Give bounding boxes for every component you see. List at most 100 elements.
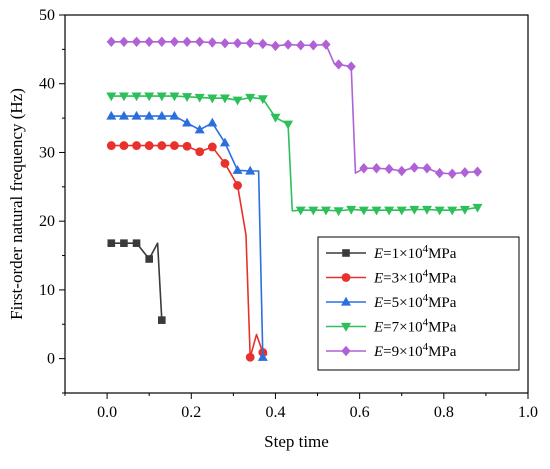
legend-label: E=7×104MPa	[373, 317, 457, 336]
series-line	[111, 242, 163, 321]
data-point	[447, 168, 457, 179]
data-point	[169, 36, 180, 48]
legend-marker	[342, 249, 350, 257]
data-point	[119, 36, 129, 48]
data-point	[409, 162, 419, 173]
data-point	[384, 163, 394, 175]
data-point	[283, 120, 294, 130]
data-point	[194, 124, 205, 134]
x-axis-title: Step time	[264, 432, 329, 451]
x-tick-label: 0.8	[434, 404, 454, 421]
data-point	[106, 92, 117, 102]
data-point	[131, 110, 142, 120]
data-point	[435, 167, 445, 179]
data-point	[270, 113, 281, 123]
series-line	[111, 95, 478, 212]
data-point	[384, 206, 395, 216]
data-point	[358, 206, 369, 216]
data-point	[207, 142, 217, 152]
x-tick-label: 0.4	[265, 404, 285, 421]
data-point	[422, 163, 432, 174]
data-point	[434, 206, 445, 216]
data-point	[219, 137, 230, 147]
data-point	[232, 37, 243, 49]
legend-item: E=7×104MPa	[326, 317, 457, 336]
data-point	[182, 36, 192, 48]
legend-item: E=5×104MPa	[326, 292, 457, 311]
data-point	[371, 163, 382, 174]
data-point	[371, 206, 382, 216]
series-4	[106, 92, 483, 217]
data-point	[472, 203, 483, 213]
data-point	[308, 40, 318, 51]
legend-exponent: 4	[423, 317, 429, 329]
data-point	[131, 36, 142, 48]
legend-eq: =1×10	[383, 246, 422, 262]
data-point	[459, 205, 470, 215]
data-point	[258, 38, 268, 50]
legend-marker	[341, 322, 351, 332]
legend-eq: =5×10	[383, 295, 422, 311]
data-point	[182, 141, 192, 151]
data-point	[472, 166, 483, 177]
y-tick-label: 0	[47, 351, 55, 368]
series-2	[106, 141, 268, 362]
data-point	[106, 110, 117, 120]
legend-box	[317, 236, 520, 371]
data-point	[195, 147, 205, 157]
data-point	[132, 239, 141, 247]
data-point	[182, 117, 193, 127]
data-point	[106, 141, 116, 150]
plot-frame	[64, 14, 529, 394]
series-layer	[106, 36, 483, 362]
data-point	[144, 110, 155, 120]
legend-eq: =9×10	[383, 344, 422, 360]
data-point	[409, 205, 420, 215]
legend-item: E=1×104MPa	[326, 243, 457, 262]
data-point	[359, 163, 369, 174]
data-point	[120, 239, 128, 247]
data-point	[132, 141, 141, 150]
data-point	[270, 40, 281, 52]
data-point	[182, 93, 193, 102]
data-point	[257, 95, 268, 105]
legend-eq: =7×10	[383, 320, 422, 336]
data-point	[207, 37, 217, 48]
data-point	[219, 94, 230, 104]
y-axis-ticks: 0 10 20 30 40 50	[39, 7, 65, 394]
data-point	[397, 165, 407, 177]
data-point	[194, 93, 205, 103]
y-tick-label: 50	[39, 7, 55, 24]
legend-unit: MPa	[428, 246, 457, 262]
legend-exponent: 4	[423, 292, 429, 304]
data-point	[157, 141, 167, 150]
legend-item: E=9×104MPa	[326, 341, 457, 360]
legend-variable: E	[373, 246, 383, 262]
series-5	[106, 36, 483, 179]
legend-variable: E	[373, 271, 383, 287]
data-point	[296, 40, 306, 51]
data-point	[333, 59, 344, 70]
y-tick-label: 40	[39, 76, 55, 93]
y-axis-title: First-order natural frequency (Hz)	[7, 88, 26, 320]
data-point	[396, 206, 407, 216]
data-point	[233, 181, 242, 190]
x-tick-label: 0.0	[97, 404, 117, 421]
data-point	[158, 316, 166, 324]
legend-marker	[341, 296, 351, 306]
data-point	[245, 93, 256, 103]
legend-label: E=5×104MPa	[373, 292, 457, 311]
x-tick-label: 1.0	[518, 404, 538, 421]
data-point	[156, 110, 167, 120]
data-point	[421, 205, 432, 215]
data-point	[257, 352, 268, 361]
data-point	[220, 37, 230, 49]
legend-marker	[341, 273, 351, 282]
data-point	[220, 159, 230, 168]
data-point	[460, 167, 470, 178]
legend-item: E=3×104MPa	[326, 268, 457, 287]
y-tick-label: 10	[39, 282, 55, 299]
x-tick-label: 0.6	[350, 404, 370, 421]
